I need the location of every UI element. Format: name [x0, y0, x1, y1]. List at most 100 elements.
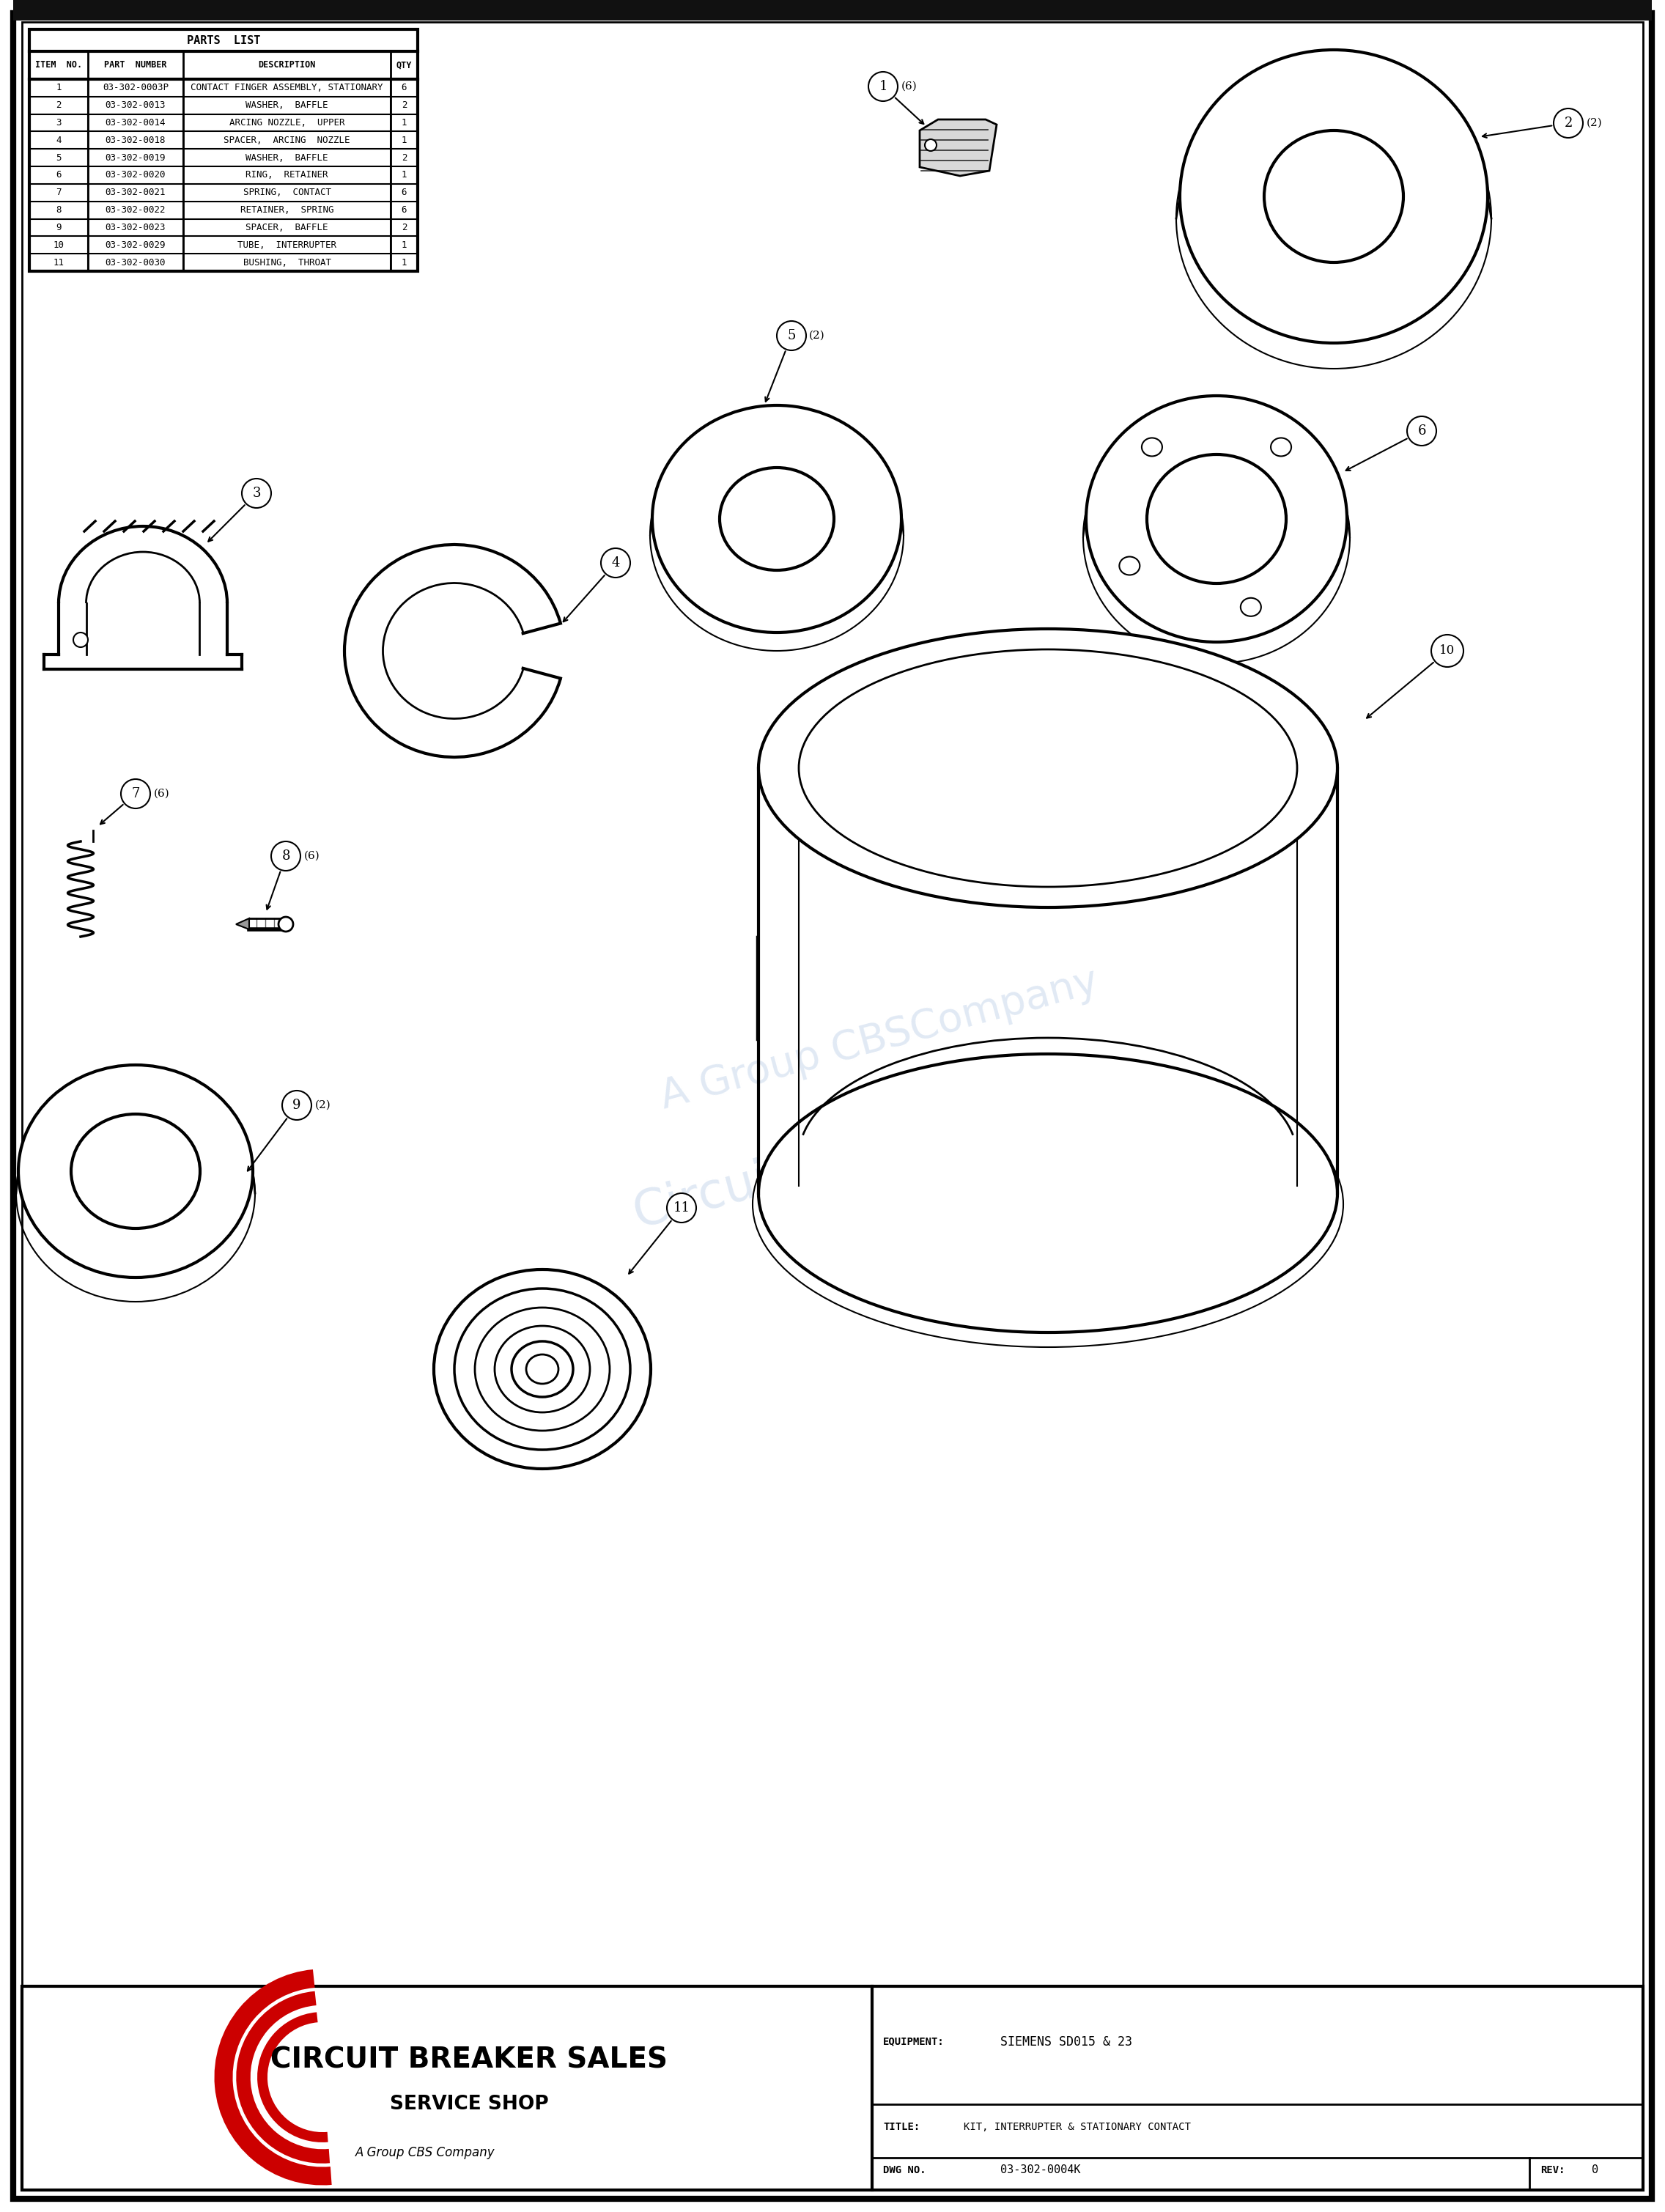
- Text: QTY: QTY: [396, 60, 411, 71]
- Text: PART  NUMBER: PART NUMBER: [105, 60, 166, 71]
- Text: (2): (2): [809, 330, 824, 341]
- Text: SPACER,  ARCING  NOZZLE: SPACER, ARCING NOZZLE: [223, 135, 350, 146]
- Ellipse shape: [455, 1290, 631, 1449]
- Circle shape: [869, 71, 897, 102]
- Text: A Group CBSCompany: A Group CBSCompany: [656, 962, 1102, 1117]
- Text: 03-302-0003P: 03-302-0003P: [103, 84, 168, 93]
- Bar: [30, 29, 418, 272]
- Ellipse shape: [1142, 438, 1162, 456]
- Circle shape: [241, 478, 271, 509]
- Text: 11: 11: [53, 257, 65, 268]
- Text: BUSHING,  THROAT: BUSHING, THROAT: [243, 257, 331, 268]
- Text: CONTACT FINGER ASSEMBLY, STATIONARY: CONTACT FINGER ASSEMBLY, STATIONARY: [191, 84, 383, 93]
- Text: 3: 3: [57, 117, 62, 128]
- Text: 1: 1: [879, 80, 887, 93]
- Text: TITLE:: TITLE:: [882, 2121, 919, 2132]
- Text: 03-302-0029: 03-302-0029: [105, 241, 166, 250]
- Ellipse shape: [435, 1270, 651, 1469]
- Text: 7: 7: [57, 188, 62, 197]
- Circle shape: [281, 1091, 311, 1119]
- Ellipse shape: [759, 628, 1337, 907]
- Bar: [22, 1986, 1643, 2190]
- Text: 03-302-0004K: 03-302-0004K: [1001, 2166, 1081, 2177]
- Text: WASHER,  BAFFLE: WASHER, BAFFLE: [246, 100, 328, 111]
- Ellipse shape: [18, 1064, 253, 1279]
- Circle shape: [778, 321, 806, 349]
- Text: 10: 10: [1440, 644, 1455, 657]
- Text: 8: 8: [57, 206, 62, 215]
- Ellipse shape: [1240, 597, 1260, 617]
- Text: SERVICE SHOP: SERVICE SHOP: [390, 2095, 548, 2115]
- Text: 03-302-0020: 03-302-0020: [105, 170, 166, 179]
- Polygon shape: [919, 119, 997, 177]
- Text: 2: 2: [1563, 117, 1572, 131]
- Wedge shape: [276, 2031, 323, 2124]
- Text: CIRCUIT BREAKER SALES: CIRCUIT BREAKER SALES: [270, 2046, 668, 2075]
- Text: 2: 2: [401, 100, 406, 111]
- Ellipse shape: [1264, 131, 1404, 263]
- Text: 2: 2: [401, 153, 406, 161]
- Text: RING,  RETAINER: RING, RETAINER: [246, 170, 328, 179]
- Text: 6: 6: [401, 188, 406, 197]
- Text: 1: 1: [401, 170, 406, 179]
- Ellipse shape: [719, 467, 834, 571]
- Ellipse shape: [1086, 396, 1347, 641]
- Text: REV:: REV:: [1540, 2166, 1565, 2174]
- Text: 3: 3: [253, 487, 261, 500]
- Circle shape: [1407, 416, 1437, 445]
- Text: ITEM  NO.: ITEM NO.: [35, 60, 82, 71]
- Ellipse shape: [72, 1115, 200, 1228]
- Circle shape: [1553, 108, 1583, 137]
- Ellipse shape: [1119, 557, 1141, 575]
- Text: PARTS  LIST: PARTS LIST: [186, 35, 260, 46]
- Text: WASHER,  BAFFLE: WASHER, BAFFLE: [246, 153, 328, 161]
- Text: 03-302-0030: 03-302-0030: [105, 257, 166, 268]
- Bar: [13, 0, 1652, 20]
- Text: Circuit Breaker Sales: Circuit Breaker Sales: [628, 1060, 1131, 1239]
- Text: 2: 2: [57, 100, 62, 111]
- Text: 1: 1: [401, 117, 406, 128]
- Ellipse shape: [799, 650, 1297, 887]
- Text: 9: 9: [57, 223, 62, 232]
- Text: 6: 6: [401, 206, 406, 215]
- Text: 1: 1: [57, 84, 62, 93]
- Text: 1: 1: [401, 135, 406, 146]
- Text: 03-302-0018: 03-302-0018: [105, 135, 166, 146]
- Text: (2): (2): [315, 1099, 331, 1110]
- Text: (6): (6): [901, 82, 917, 91]
- Text: DWG NO.: DWG NO.: [882, 2166, 926, 2174]
- Circle shape: [122, 779, 150, 807]
- Text: 4: 4: [57, 135, 62, 146]
- Text: DESCRIPTION: DESCRIPTION: [258, 60, 316, 71]
- Text: 5: 5: [57, 153, 62, 161]
- Text: 9: 9: [293, 1099, 301, 1113]
- Text: (6): (6): [153, 790, 170, 799]
- Ellipse shape: [475, 1307, 609, 1431]
- Circle shape: [73, 633, 88, 648]
- Circle shape: [668, 1192, 696, 1223]
- Circle shape: [924, 139, 936, 150]
- Text: SPACER,  BAFFLE: SPACER, BAFFLE: [246, 223, 328, 232]
- Text: A Group CBS Company: A Group CBS Company: [355, 2146, 495, 2159]
- Text: 03-302-0014: 03-302-0014: [105, 117, 166, 128]
- Text: RETAINER,  SPRING: RETAINER, SPRING: [240, 206, 333, 215]
- Text: 6: 6: [57, 170, 62, 179]
- Text: 03-302-0013: 03-302-0013: [105, 100, 166, 111]
- Circle shape: [601, 549, 631, 577]
- Text: 03-302-0021: 03-302-0021: [105, 188, 166, 197]
- Text: EQUIPMENT:: EQUIPMENT:: [882, 2037, 944, 2046]
- Text: 8: 8: [281, 849, 290, 863]
- Text: 03-302-0022: 03-302-0022: [105, 206, 166, 215]
- Circle shape: [278, 918, 293, 931]
- Text: SPRING,  CONTACT: SPRING, CONTACT: [243, 188, 331, 197]
- Text: 0: 0: [1592, 2166, 1598, 2177]
- Text: KIT, INTERRUPTER & STATIONARY CONTACT: KIT, INTERRUPTER & STATIONARY CONTACT: [964, 2121, 1190, 2132]
- Text: 4: 4: [611, 555, 619, 568]
- Text: 03-302-0019: 03-302-0019: [105, 153, 166, 161]
- Ellipse shape: [1147, 453, 1285, 584]
- Ellipse shape: [1180, 51, 1487, 343]
- Ellipse shape: [495, 1325, 589, 1413]
- Polygon shape: [236, 918, 250, 929]
- Ellipse shape: [511, 1340, 573, 1398]
- Ellipse shape: [759, 1053, 1337, 1332]
